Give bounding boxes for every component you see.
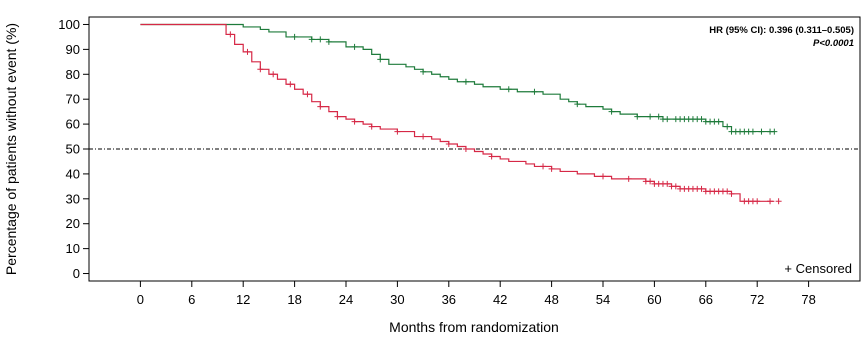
x-tick-label: 18	[287, 292, 301, 307]
x-axis-title: Months from randomization	[389, 319, 559, 335]
censor-mark	[698, 116, 705, 123]
censor-mark	[227, 31, 234, 38]
censor-mark	[724, 188, 731, 195]
y-tick-label: 40	[66, 166, 80, 181]
censor-mark	[317, 103, 324, 110]
censor-mark	[291, 33, 298, 40]
censor-mark	[647, 178, 654, 185]
censor-mark	[608, 108, 615, 115]
censor-mark	[754, 198, 761, 205]
censor-mark	[655, 113, 662, 120]
x-tick-label: 66	[699, 292, 713, 307]
censor-mark	[488, 153, 495, 160]
censor-mark	[351, 118, 358, 125]
p-value-annotation: P<0.0001	[813, 38, 854, 49]
censored-legend: + Censored	[784, 261, 852, 276]
censor-mark	[244, 48, 251, 55]
y-tick-label: 20	[66, 216, 80, 231]
x-tick-label: 54	[596, 292, 610, 307]
censor-mark	[334, 113, 341, 120]
x-tick-label: 78	[801, 292, 815, 307]
y-tick-label: 80	[66, 67, 80, 82]
censor-mark	[377, 56, 384, 63]
km-curve-line	[140, 23, 775, 202]
censor-mark	[775, 198, 782, 205]
km-curve-line	[140, 23, 775, 133]
y-tick-label: 90	[66, 42, 80, 57]
y-axis: 0 10 20 30 40 50 60 70 80 90 100	[58, 17, 89, 281]
x-tick-label: 30	[390, 292, 404, 307]
censor-mark	[758, 128, 765, 135]
x-tick-label: 6	[188, 292, 195, 307]
y-tick-label: 50	[66, 142, 80, 157]
hazard-ratio-annotation: HR (95% CI): 0.396 (0.311–0.505)	[709, 25, 854, 36]
censor-mark	[672, 183, 679, 190]
censor-mark	[317, 36, 324, 43]
y-tick-label: 10	[66, 241, 80, 256]
censor-mark	[647, 113, 654, 120]
x-tick-label: 48	[544, 292, 558, 307]
censor-mark	[531, 88, 538, 95]
censor-mark	[351, 43, 358, 50]
x-axis: 0 6 12 18 24 30 36 42 48 54 60 66 72 78	[137, 281, 816, 307]
censor-mark	[625, 175, 632, 182]
y-tick-label: 0	[73, 266, 80, 281]
x-tick-label: 0	[137, 292, 144, 307]
censor-mark	[394, 128, 401, 135]
km-series-2	[140, 23, 782, 205]
censor-mark	[749, 128, 756, 135]
censor-mark	[664, 116, 671, 123]
km-series-1	[140, 23, 778, 135]
censor-mark	[308, 36, 315, 43]
x-tick-label: 60	[647, 292, 661, 307]
censor-mark	[548, 165, 555, 172]
censor-mark	[767, 198, 774, 205]
censor-mark	[270, 71, 277, 78]
x-tick-label: 24	[339, 292, 353, 307]
censor-mark	[771, 128, 778, 135]
x-tick-label: 36	[442, 292, 456, 307]
censor-mark	[724, 123, 731, 130]
censor-mark	[368, 123, 375, 130]
censor-mark	[600, 173, 606, 180]
y-tick-label: 60	[66, 117, 80, 132]
series-layer	[140, 23, 782, 205]
y-tick-label: 70	[66, 92, 80, 107]
y-tick-label: 100	[58, 17, 80, 32]
censor-mark	[287, 81, 294, 88]
x-tick-label: 42	[493, 292, 507, 307]
x-tick-label: 12	[236, 292, 250, 307]
censor-mark	[445, 141, 452, 148]
censor-mark	[698, 185, 705, 192]
censor-mark	[728, 190, 735, 197]
y-tick-label: 30	[66, 191, 80, 206]
y-axis-title: Percentage of patients without event (%)	[3, 23, 19, 275]
censor-mark	[664, 180, 671, 187]
censor-mark	[325, 38, 332, 45]
censor-mark	[462, 146, 469, 152]
censor-mark	[420, 68, 427, 75]
censor-mark	[304, 91, 311, 98]
censor-mark	[420, 133, 427, 140]
censor-mark	[634, 113, 641, 120]
censor-mark	[574, 101, 581, 108]
censor-mark	[715, 118, 722, 125]
x-tick-label: 72	[750, 292, 764, 307]
censor-mark	[462, 78, 469, 85]
censor-mark	[257, 66, 264, 73]
censor-mark	[505, 86, 512, 93]
censor-mark	[540, 163, 547, 170]
